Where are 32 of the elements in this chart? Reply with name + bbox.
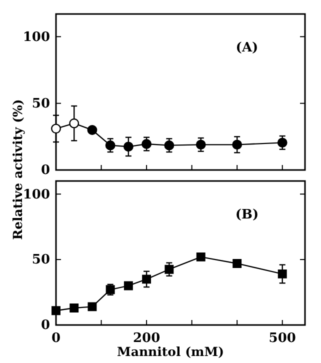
point [123, 142, 134, 152]
point [124, 281, 133, 290]
point [142, 274, 152, 284]
x-tick-label: 500 [268, 331, 296, 346]
point [164, 140, 174, 150]
point [142, 139, 152, 149]
point [232, 140, 242, 150]
point [164, 264, 174, 274]
point [70, 304, 79, 312]
x-axis-title: Mannitol (mM) [117, 344, 224, 359]
annotation: (A) [236, 40, 258, 56]
annotation: (B) [235, 207, 259, 222]
point [278, 269, 287, 278]
point [69, 118, 80, 128]
point [196, 140, 206, 150]
y-tick-label: 100 [22, 187, 50, 202]
x-tick-label: 200 [132, 331, 160, 346]
y-tick-label: 100 [22, 30, 50, 45]
point [88, 302, 97, 312]
point [232, 259, 242, 268]
y-tick-label: 50 [32, 252, 50, 268]
y-axis-title: Relative activity (%) [10, 99, 25, 240]
point [87, 125, 98, 135]
y-tick-label: 0 [40, 318, 50, 334]
y-tick-label: 50 [32, 96, 50, 112]
point [196, 252, 206, 262]
point [277, 138, 288, 148]
point [105, 140, 116, 150]
point [51, 124, 61, 134]
y-tick-label: 0 [40, 163, 50, 178]
point [52, 306, 60, 316]
x-tick-label: 0 [51, 331, 61, 346]
